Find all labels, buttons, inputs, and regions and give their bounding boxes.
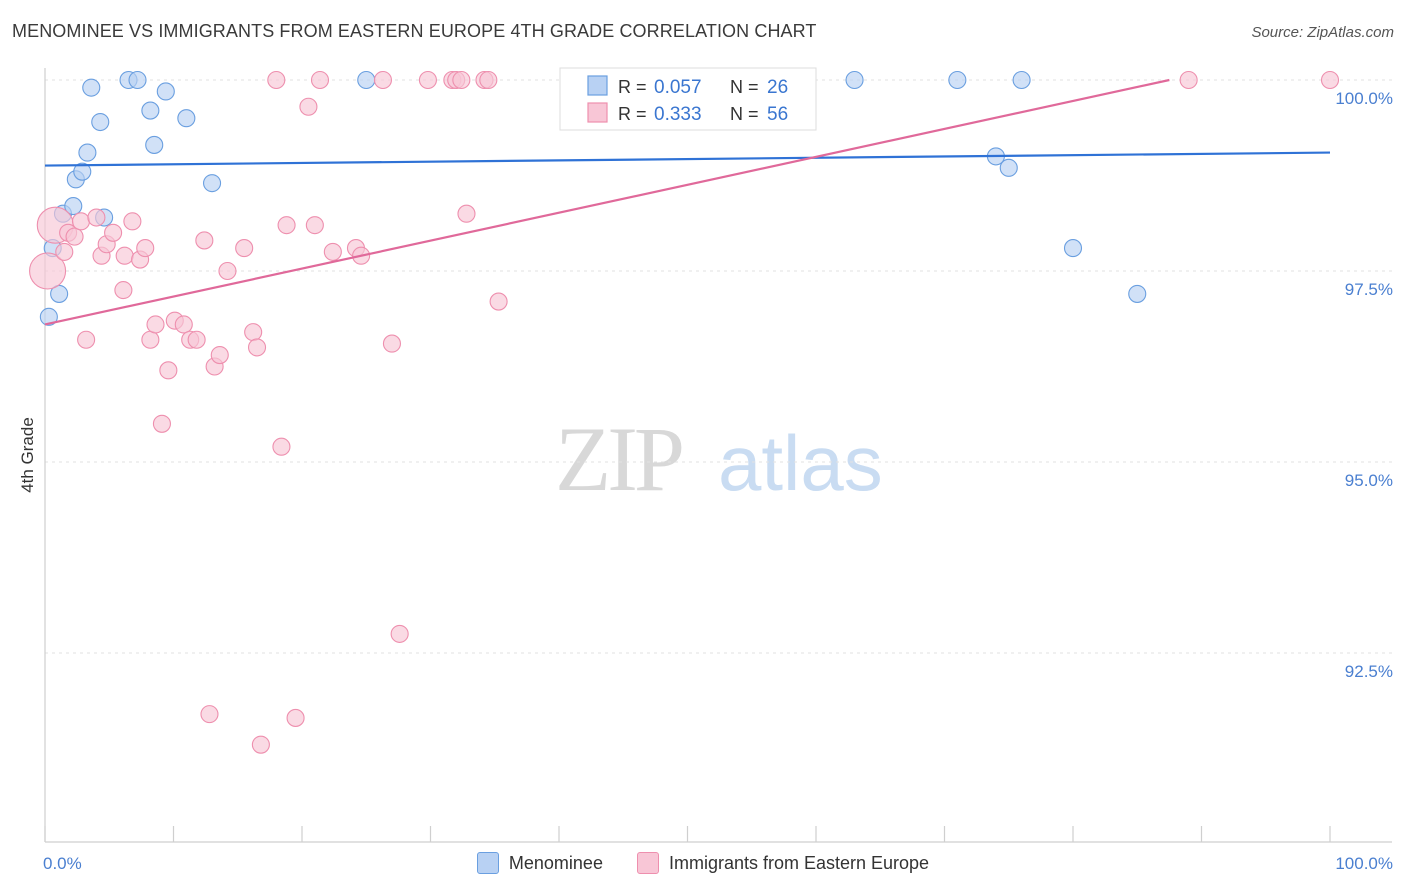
stats-n-value: 56 (767, 104, 788, 125)
stats-legend: R = 0.057 N = 26 R = 0.333 N = 56 (559, 67, 817, 131)
immigrants-point (123, 212, 142, 231)
y-tick-label: 97.5% (1345, 280, 1393, 299)
immigrants-point (55, 242, 74, 261)
stats-r-value: 0.333 (654, 104, 702, 125)
immigrants-point (136, 239, 155, 258)
immigrants-point (390, 624, 409, 643)
immigrants-point (87, 208, 106, 227)
immigrants-point (418, 70, 437, 90)
immigrants-point (1320, 70, 1340, 90)
y-tick-label: 92.5% (1345, 662, 1393, 681)
immigrants-point (210, 345, 229, 365)
immigrants-point (235, 239, 254, 258)
immigrants-point (104, 223, 123, 242)
immigrants-point (277, 216, 296, 235)
legend-label-menominee: Menominee (508, 852, 603, 873)
stats-swatch (587, 102, 608, 123)
immigrants-point (115, 246, 134, 265)
menominee-point (1063, 239, 1083, 258)
legend-item-immigrants[interactable]: Immigrants from Eastern Europe (636, 852, 930, 874)
legend-item-menominee[interactable]: Menominee (476, 852, 603, 874)
immigrants-point (114, 281, 133, 300)
immigrants-point (77, 330, 96, 349)
immigrants-point (299, 97, 318, 116)
menominee-point (999, 158, 1018, 177)
immigrants-point (1179, 70, 1198, 90)
menominee-point (78, 143, 97, 162)
menominee-point (357, 70, 376, 90)
x-tick-label-max: 100.0% (1335, 854, 1393, 873)
immigrants-point (457, 204, 476, 223)
x-tick-label-min: 0.0% (43, 854, 82, 873)
legend-label-immigrants: Immigrants from Eastern Europe (668, 852, 930, 873)
immigrants-point (29, 252, 67, 290)
menominee-point (64, 197, 83, 216)
immigrants-point (251, 735, 270, 754)
stats-n-value: 26 (767, 77, 788, 98)
stats-n-label: N = (730, 77, 759, 97)
immigrants-point (159, 361, 178, 380)
stats-r-value: 0.057 (654, 77, 702, 98)
immigrants-point (218, 261, 237, 281)
watermark-zip: ZIP (555, 408, 682, 510)
menominee-point (1128, 284, 1147, 303)
immigrants-point (310, 70, 330, 90)
immigrants-point (146, 315, 165, 334)
immigrants-trendline (44, 78, 1170, 326)
stats-r-label: R = (618, 77, 647, 97)
legend-swatch-immigrants (636, 852, 659, 874)
immigrants-point (479, 70, 498, 90)
menominee-point (1012, 70, 1031, 90)
immigrants-point (174, 315, 193, 334)
menominee-point (91, 112, 110, 132)
immigrants-point (65, 227, 84, 246)
immigrants-point (152, 414, 171, 433)
menominee-point (39, 307, 58, 326)
immigrants-point (323, 242, 342, 261)
watermark-atlas: atlas (718, 419, 883, 507)
immigrants-point (305, 216, 324, 235)
immigrants-point (267, 70, 286, 90)
y-tick-label: 95.0% (1345, 471, 1393, 490)
immigrants-point (452, 70, 471, 90)
menominee-point (203, 174, 222, 193)
chart-title: MENOMINEE VS IMMIGRANTS FROM EASTERN EUR… (12, 21, 817, 41)
immigrants-point (489, 292, 508, 311)
immigrants-point (247, 338, 267, 357)
immigrants-point (382, 334, 402, 353)
menominee-point (128, 70, 147, 90)
menominee-point (156, 82, 175, 101)
immigrants-point (71, 212, 91, 231)
immigrants-point (373, 70, 393, 90)
immigrants-point (286, 708, 305, 727)
immigrants-point (200, 705, 219, 724)
stats-n-label: N = (730, 104, 759, 124)
source-credit: Source: ZipAtlas.com (1251, 24, 1394, 41)
immigrants-point (272, 437, 291, 456)
legend-swatch-menominee (476, 852, 499, 874)
menominee-point (177, 109, 196, 128)
immigrants-point (187, 330, 206, 349)
y-tick-label: 100.0% (1335, 89, 1393, 108)
stats-swatch (587, 75, 608, 96)
menominee-point (141, 101, 160, 120)
stats-r-label: R = (618, 104, 647, 124)
immigrants-point (244, 323, 263, 342)
menominee-point (82, 78, 101, 97)
menominee-point (948, 70, 967, 90)
menominee-point (145, 135, 164, 154)
menominee-point (845, 70, 864, 90)
menominee-trendline (44, 151, 1331, 167)
immigrants-point (195, 231, 214, 250)
menominee-point (73, 162, 92, 181)
immigrants-point (141, 330, 160, 349)
bottom-legend: Menominee Immigrants from Eastern Europe (0, 852, 1406, 874)
